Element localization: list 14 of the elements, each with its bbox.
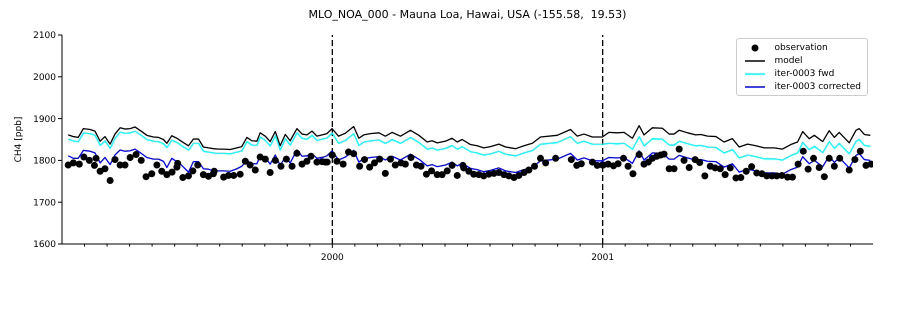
y-tick-label: 1600 <box>33 240 56 250</box>
chart-title: MLO_NOA_000 - Mauna Loa, Hawai, USA (-155.58, 19.53) <box>308 8 628 23</box>
y-axis-title: CH4 [ppb] <box>14 116 24 162</box>
y-tick-label: 2100 <box>33 31 56 42</box>
legend-label: model <box>774 56 803 66</box>
y-tick-label: 1900 <box>33 114 56 125</box>
legend-label: observation <box>774 42 828 52</box>
y-tick-label: 1700 <box>33 198 56 208</box>
y-tick-label: 2000 <box>33 72 56 83</box>
line-series <box>68 130 871 161</box>
legend-label: iter-0003 fwd <box>774 68 834 78</box>
y-tick-label: 1800 <box>33 156 56 167</box>
x-tick-label: 2001 <box>591 253 614 263</box>
legend-label: iter-0003 corrected <box>774 82 861 92</box>
